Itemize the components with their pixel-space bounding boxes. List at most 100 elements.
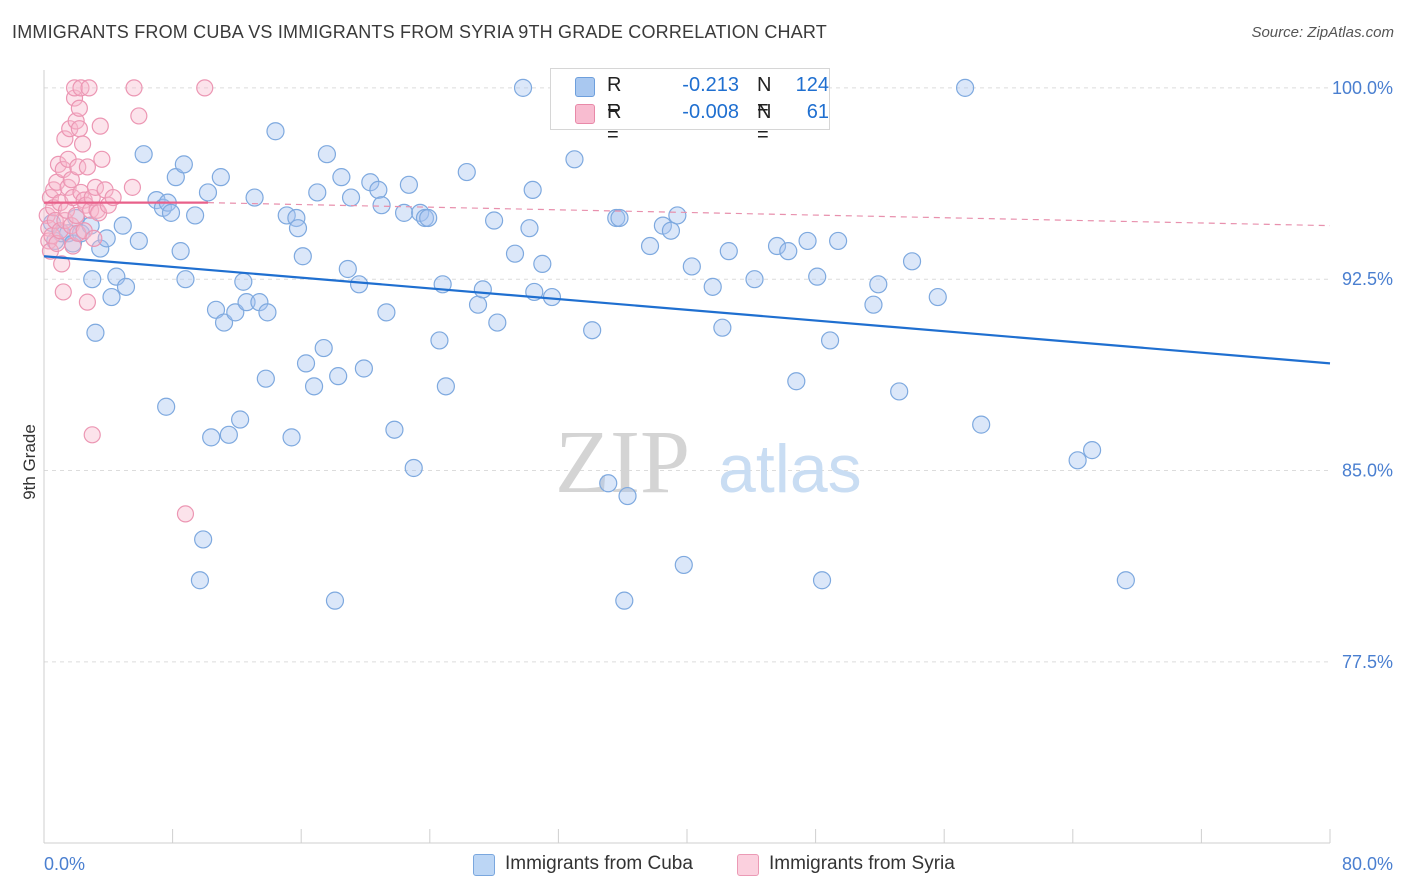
cuba-point [661,221,681,240]
cuba-point [157,397,176,416]
syria-point [51,222,69,240]
x-tick-label: 80.0% [1342,854,1393,874]
syria-point [53,255,71,273]
r-label: R = [607,74,622,119]
legend-label: Immigrants from Cuba [505,853,693,874]
x-tick-label: 0.0% [44,854,85,874]
gridlines [44,87,1330,663]
cuba-point [640,236,660,256]
cuba-trend-line [43,255,1331,365]
cuba-point [829,231,848,251]
cuba-point [341,188,361,207]
cuba-point [1116,571,1135,590]
cuba-point [890,382,909,401]
cuba-point [288,219,308,238]
cuba-point [798,231,817,251]
cuba-point [171,242,190,261]
cuba-point [972,415,991,434]
syria-point [49,155,68,173]
y-axis-label: 9th Grade [20,424,39,500]
syria-point [56,130,74,148]
syria-point [73,135,92,153]
cuba-point [513,78,533,97]
cuba-point [610,208,629,228]
cuba-point [237,293,256,312]
cuba-point [176,270,195,289]
cuba-point [296,354,316,373]
y-tick-label: 92.5% [1342,269,1393,289]
syria-point [78,293,97,311]
cuba-point [457,162,476,182]
cuba-point [211,168,230,187]
cuba-point [864,295,883,314]
cuba-point [86,323,105,342]
syria-point [85,229,103,247]
cuba-point [419,208,438,228]
cuba-point [808,267,827,286]
cuba-point [505,244,525,263]
r-label: R = [607,101,622,146]
cuba-point [258,303,277,322]
cuba-point [565,150,584,169]
cuba-point [394,203,414,222]
syria-point [86,178,105,196]
cuba-point [1082,441,1102,460]
source-credit: Source: ZipAtlas.com [1251,24,1394,41]
cuba-legend-swatch [473,854,495,876]
cuba-point [245,188,264,207]
series-syria [38,79,214,523]
syria-point [70,120,88,138]
syria-point [78,158,97,176]
cuba-point [372,196,391,215]
cuba-point [202,428,221,447]
watermark-zip: ZIP [555,413,690,512]
cuba-point [266,122,285,141]
r-value: -0.213 [682,74,739,96]
syria-point [125,79,143,97]
cuba-point [308,183,327,202]
cuba-point [385,420,404,439]
cuba-point [488,313,507,332]
syria-point [130,107,148,125]
cuba-point [256,369,275,388]
cuba-point [129,231,148,251]
cuba-point [234,272,253,291]
cuba-point [668,206,687,225]
cuba-point [485,211,504,230]
cuba-point [473,280,492,299]
chart-title: IMMIGRANTS FROM CUBA VS IMMIGRANTS FROM … [12,22,828,42]
cuba-point [83,270,102,289]
legend-label: Immigrants from Syria [769,853,955,874]
n-label: N = [757,101,772,146]
syria-point [91,117,109,135]
syria-point [65,89,84,107]
cuba-point [231,410,250,429]
cuba-point [369,180,388,200]
cuba-point [304,377,324,396]
cuba-point [682,257,701,276]
cuba-point [161,203,181,222]
cuba-point [902,252,922,271]
syria-point [123,178,142,196]
series-legend: Immigrants from Cuba Immigrants from Syr… [0,852,1406,878]
cuba-point [955,78,975,97]
cuba-point [779,242,798,261]
cuba-point [468,295,488,314]
series-cuba [42,78,1135,610]
cuba-point [97,229,116,248]
cuba-point [928,287,947,307]
cuba-point [190,571,210,590]
cuba-point [767,236,787,256]
syria-point [80,79,98,97]
syria-point [70,99,88,117]
cuba-point [812,571,832,590]
cuba-point [377,303,396,322]
cuba-point [615,591,634,610]
tick-labels: 77.5% 85.0% 92.5% 100.0% 0.0% 80.0% [44,78,1393,874]
syria-point [54,283,72,301]
r-value: -0.008 [682,101,739,123]
syria-point [83,426,101,444]
cuba-point [116,277,136,296]
cuba-point [787,372,806,391]
